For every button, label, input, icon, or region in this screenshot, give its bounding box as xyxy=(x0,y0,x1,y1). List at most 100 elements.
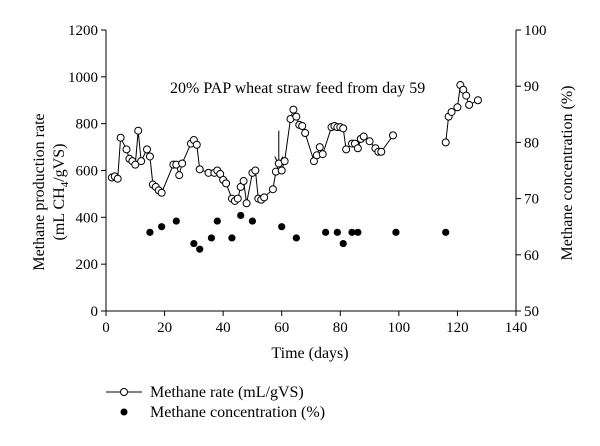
rate-point xyxy=(195,165,204,174)
left-tick-label: 800 xyxy=(76,117,99,133)
concentration-point xyxy=(196,245,204,253)
concentration-point xyxy=(322,228,330,236)
x-axis-label: Time (days) xyxy=(271,345,348,362)
x-tick-label: 40 xyxy=(216,320,231,336)
rate-point xyxy=(122,145,131,154)
rate-point xyxy=(462,91,471,100)
concentration-point xyxy=(348,228,356,236)
rate-point xyxy=(116,133,125,142)
rate-point xyxy=(447,107,456,116)
left-axis-label: Methane production rate (mL CH4/gVS) xyxy=(31,113,71,270)
concentration-point xyxy=(228,234,236,242)
rate-point xyxy=(359,132,368,141)
rate-point xyxy=(389,131,397,140)
rate-point xyxy=(145,152,154,161)
rate-point xyxy=(365,137,374,146)
concentration-point xyxy=(333,228,341,236)
rate-point xyxy=(134,126,143,135)
rate-point xyxy=(465,100,474,109)
rate-point xyxy=(192,140,201,149)
rate-point xyxy=(137,157,146,166)
legend-rate-entry: Methane rate (mL/gVS) xyxy=(106,384,304,401)
rate-point xyxy=(339,124,348,133)
rate-point xyxy=(157,188,166,197)
x-axis-ticks: 0 20 40 60 80 100 120 140 xyxy=(102,311,527,336)
rate-point xyxy=(242,199,251,208)
legend-rate-label: Methane rate (mL/gVS) xyxy=(150,384,304,401)
legend-concentration-label: Methane concentration (%) xyxy=(150,404,325,421)
rate-point xyxy=(315,143,324,152)
right-tick-label: 90 xyxy=(524,79,539,95)
rate-point xyxy=(298,122,307,131)
rate-point xyxy=(377,147,386,156)
right-tick-label: 60 xyxy=(524,248,539,264)
x-tick-label: 20 xyxy=(157,320,172,336)
x-tick-label: 80 xyxy=(333,320,348,336)
rate-point xyxy=(233,194,242,203)
concentration-point xyxy=(207,234,216,242)
rate-point xyxy=(301,129,310,138)
left-tick-label: 600 xyxy=(76,164,99,180)
rate-point xyxy=(473,96,482,105)
right-tick-label: 80 xyxy=(524,135,539,151)
right-tick-label: 100 xyxy=(524,23,547,39)
x-tick-label: 0 xyxy=(102,320,110,336)
concentration-point xyxy=(237,211,245,220)
rate-point xyxy=(113,174,122,183)
rate-point xyxy=(453,103,462,112)
right-axis-ticks: 50 60 70 80 90 100 xyxy=(516,23,547,320)
rate-point xyxy=(175,171,184,180)
plot-frame xyxy=(105,30,517,312)
left-axis-ticks: 0 200 400 600 800 1000 1200 xyxy=(68,23,106,320)
rate-series-lines xyxy=(111,83,479,204)
concentration-point xyxy=(248,217,257,225)
left-tick-label: 0 xyxy=(91,304,99,320)
concentration-point xyxy=(278,223,286,231)
right-axis-label: Methane concentration (%) xyxy=(559,85,576,260)
concentration-point xyxy=(213,217,221,225)
rate-point xyxy=(143,145,151,154)
concentration-point xyxy=(172,217,180,225)
left-tick-label: 200 xyxy=(76,257,99,273)
feed-annotation: 20% PAP wheat straw feed from day 59 xyxy=(170,80,425,97)
rate-point xyxy=(280,157,289,166)
legend: Methane rate (mL/gVS) Methane concentrat… xyxy=(106,384,325,421)
left-axis-label-line1: Methane production rate xyxy=(31,113,48,270)
x-tick-label: 100 xyxy=(388,320,411,336)
concentration-point xyxy=(354,228,362,236)
rate-point xyxy=(342,145,351,154)
concentration-point xyxy=(292,234,300,242)
rate-point xyxy=(292,112,301,121)
rate-series-points xyxy=(107,81,482,208)
concentration-point xyxy=(442,228,450,236)
concentration-point xyxy=(158,223,166,231)
concentration-point xyxy=(392,228,400,236)
concentration-series-points xyxy=(146,211,450,253)
rate-point xyxy=(289,105,298,114)
rate-point xyxy=(318,150,327,159)
rate-point xyxy=(260,193,269,202)
left-axis-label-line2: (mL CH4/gVS) xyxy=(51,144,71,241)
rate-point xyxy=(239,177,248,186)
legend-concentration-entry: Methane concentration (%) xyxy=(120,404,325,421)
rate-point xyxy=(222,179,231,188)
concentration-point xyxy=(146,228,154,236)
concentration-point xyxy=(339,239,347,248)
right-tick-label: 70 xyxy=(524,192,539,208)
x-tick-label: 140 xyxy=(505,320,528,336)
left-tick-label: 1000 xyxy=(68,70,98,86)
rate-point xyxy=(251,166,260,175)
rate-point xyxy=(277,166,286,175)
x-tick-label: 120 xyxy=(446,320,469,336)
left-tick-label: 400 xyxy=(76,210,99,226)
concentration-point xyxy=(190,239,198,248)
rate-point xyxy=(268,185,277,194)
rate-point xyxy=(131,160,140,169)
rate-point xyxy=(441,138,450,147)
right-tick-label: 50 xyxy=(524,304,539,320)
rate-point xyxy=(353,144,362,153)
legend-concentration-marker xyxy=(120,408,128,416)
left-tick-label: 1200 xyxy=(68,23,98,39)
legend-rate-marker xyxy=(120,388,128,396)
